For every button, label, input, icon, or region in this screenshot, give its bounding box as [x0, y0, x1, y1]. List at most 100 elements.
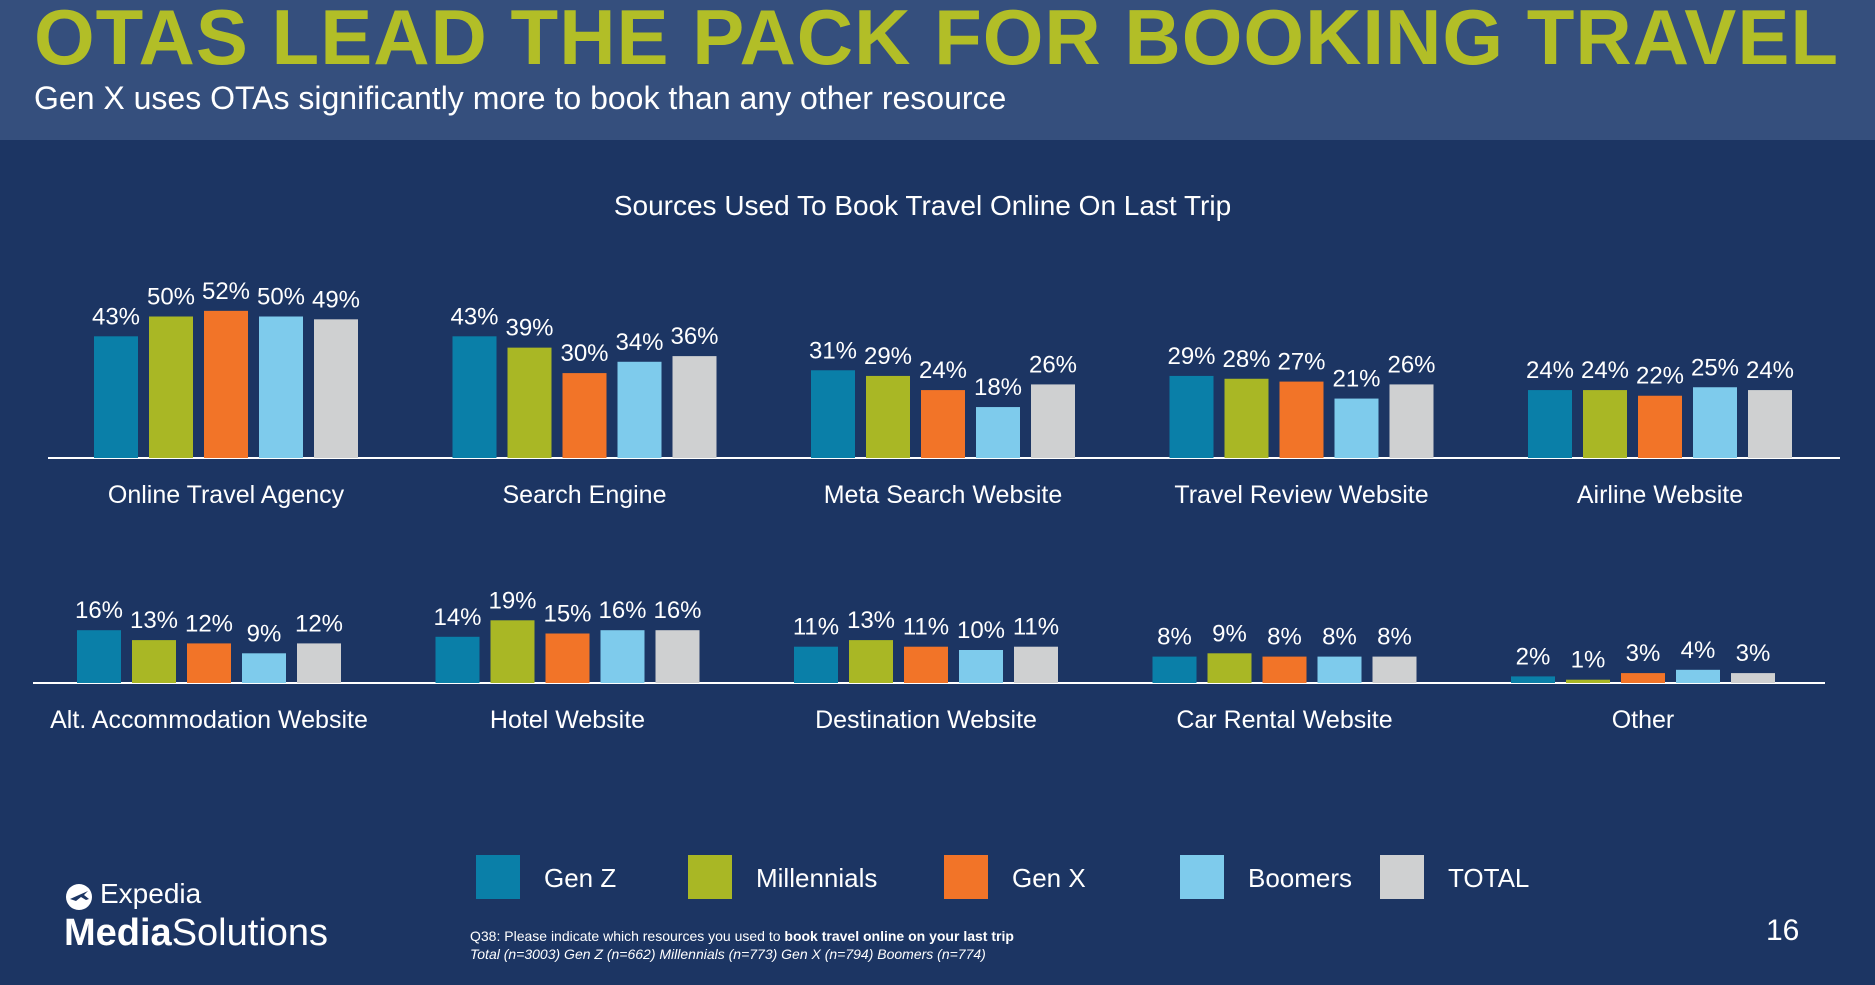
- category-label: Destination Website: [815, 706, 1037, 734]
- bar: [600, 630, 645, 683]
- bar-value-label: 22%: [1636, 363, 1684, 390]
- category-label: Travel Review Website: [1174, 481, 1428, 509]
- legend-swatch: [1180, 855, 1224, 899]
- bar: [1748, 390, 1792, 458]
- legend-label: Gen Z: [544, 863, 617, 893]
- footnote: Q38: Please indicate which resources you…: [470, 927, 1014, 963]
- bar: [1638, 395, 1682, 458]
- category-label: Other: [1612, 706, 1675, 734]
- legend-label: Millennials: [756, 863, 878, 893]
- bar-value-label: 49%: [312, 286, 360, 313]
- bar: [866, 375, 910, 458]
- bar: [1279, 381, 1324, 458]
- legend-swatch: [688, 855, 732, 899]
- bar-value-label: 8%: [1157, 624, 1192, 651]
- bar-value-label: 8%: [1267, 624, 1302, 651]
- bar: [617, 361, 662, 458]
- logo-media-bold: Media: [64, 912, 172, 954]
- bar: [811, 370, 855, 458]
- bar-value-label: 13%: [847, 607, 895, 634]
- bar-value-label: 30%: [560, 340, 608, 367]
- bar-value-label: 1%: [1571, 647, 1606, 674]
- bar-value-label: 12%: [295, 610, 343, 637]
- bar-value-label: 25%: [1691, 354, 1739, 381]
- bar: [1224, 378, 1269, 458]
- bar-value-label: 39%: [505, 315, 553, 342]
- legend-label: Gen X: [1012, 863, 1086, 893]
- bar: [1317, 656, 1362, 683]
- bar-value-label: 15%: [543, 601, 591, 628]
- bar: [849, 640, 893, 683]
- category-label: Online Travel Agency: [108, 481, 345, 509]
- bar-value-label: 26%: [1387, 351, 1435, 378]
- bar: [545, 633, 590, 683]
- bar: [149, 316, 193, 458]
- bar: [1731, 673, 1775, 683]
- bar-value-label: 16%: [653, 597, 701, 624]
- footnote-question-prefix: Q38: Please indicate which resources you…: [470, 928, 785, 944]
- footnote-sample-sizes: Total (n=3003) Gen Z (n=662) Millennials…: [470, 946, 986, 962]
- bar: [1389, 384, 1434, 458]
- bar: [435, 636, 480, 683]
- chart-title: Sources Used To Book Travel Online On La…: [613, 190, 1232, 221]
- bar: [314, 319, 358, 458]
- bar-value-label: 12%: [185, 610, 233, 637]
- bar-value-label: 16%: [598, 597, 646, 624]
- bar: [1372, 656, 1417, 683]
- bar: [187, 643, 231, 683]
- bar-value-label: 50%: [147, 284, 195, 311]
- bar-value-label: 24%: [1526, 357, 1574, 384]
- bar: [452, 336, 497, 458]
- legend-swatch: [944, 855, 988, 899]
- plane-globe-icon: [66, 884, 92, 910]
- page-subtitle: Gen X uses OTAs significantly more to bo…: [34, 80, 1007, 116]
- bar: [94, 336, 138, 458]
- bar-value-label: 27%: [1277, 349, 1325, 376]
- bar-value-label: 50%: [257, 284, 305, 311]
- bar: [259, 316, 303, 458]
- legend-swatch: [1380, 855, 1424, 899]
- bar-value-label: 14%: [433, 604, 481, 631]
- bar: [1014, 646, 1058, 683]
- legend-swatch: [476, 855, 520, 899]
- bar-value-label: 11%: [903, 614, 949, 641]
- bar: [1207, 653, 1252, 683]
- logo-media-solutions-text: MediaSolutions: [64, 912, 328, 955]
- bar-value-label: 28%: [1222, 346, 1270, 373]
- bar-value-label: 43%: [450, 303, 498, 330]
- bar-value-label: 34%: [615, 329, 663, 356]
- bar: [794, 646, 838, 683]
- bar: [1621, 673, 1665, 683]
- bar: [562, 373, 607, 458]
- page-number: 16: [1766, 914, 1800, 947]
- bar-value-label: 26%: [1029, 351, 1077, 378]
- bar-value-label: 9%: [247, 620, 282, 647]
- bar: [204, 310, 248, 458]
- bar: [959, 650, 1003, 683]
- footnote-question-bold: book travel online on your last trip: [784, 928, 1014, 944]
- bar: [1676, 669, 1720, 683]
- bar-value-label: 2%: [1516, 643, 1551, 670]
- logo-solutions: Solutions: [171, 912, 329, 954]
- legend-label: TOTAL: [1448, 863, 1530, 893]
- bar: [1262, 656, 1307, 683]
- bar: [921, 390, 965, 458]
- bar: [1511, 676, 1555, 683]
- bar: [507, 347, 552, 458]
- bar: [1566, 679, 1610, 683]
- category-label: Meta Search Website: [824, 481, 1063, 509]
- bar-value-label: 36%: [670, 323, 718, 350]
- bar-value-label: 21%: [1332, 366, 1380, 393]
- bar-value-label: 11%: [793, 614, 839, 641]
- bar: [242, 653, 286, 683]
- bar-value-label: 11%: [1013, 614, 1059, 641]
- page-title: OTAS LEAD THE PACK FOR BOOKING TRAVEL: [34, 0, 1839, 81]
- header-banner: OTAS LEAD THE PACK FOR BOOKING TRAVEL Ge…: [0, 0, 1875, 140]
- bar: [490, 620, 535, 683]
- bar: [672, 356, 717, 458]
- bar: [655, 630, 700, 683]
- footnote-question: Q38: Please indicate which resources you…: [470, 927, 1014, 945]
- bar-value-label: 16%: [75, 597, 123, 624]
- bar-value-label: 13%: [130, 607, 178, 634]
